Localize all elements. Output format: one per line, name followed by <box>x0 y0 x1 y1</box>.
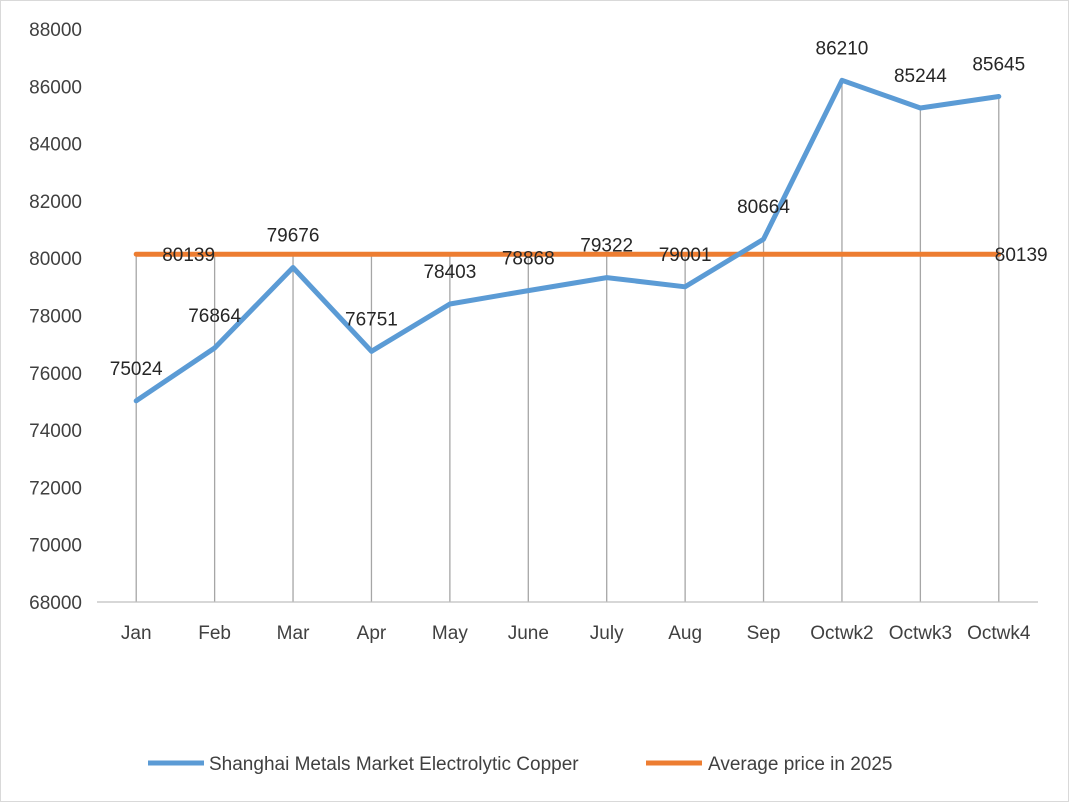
data-label-copper-mar: 79676 <box>267 225 320 246</box>
y-tick-label: 84000 <box>29 135 82 156</box>
x-tick-label-octwk2: Octwk2 <box>810 623 873 644</box>
legend-item-copper[interactable]: Shanghai Metals Market Electrolytic Copp… <box>148 754 579 775</box>
y-tick-label: 72000 <box>29 478 82 499</box>
y-tick-label: 82000 <box>29 192 82 213</box>
data-label-copper-june: 78868 <box>502 249 555 270</box>
x-tick-label-octwk3: Octwk3 <box>889 623 952 644</box>
x-tick-label-july: July <box>590 623 624 644</box>
data-label-average-end: 80139 <box>995 245 1048 266</box>
y-axis-tick-labels: 68000 70000 72000 74000 76000 78000 80000 82000… <box>29 20 82 614</box>
x-tick-label-aug: Aug <box>668 623 702 644</box>
data-label-copper-may: 78403 <box>423 262 476 283</box>
y-tick-label: 74000 <box>29 421 82 442</box>
x-tick-label-jan: Jan <box>121 623 152 644</box>
y-tick-label: 68000 <box>29 593 82 614</box>
legend-label-copper: Shanghai Metals Market Electrolytic Copp… <box>209 754 579 775</box>
data-label-copper-aug: 79001 <box>659 245 712 266</box>
data-label-copper-sep: 80664 <box>737 197 790 218</box>
data-label-copper-octwk3: 85244 <box>894 66 947 87</box>
y-tick-label: 70000 <box>29 536 82 557</box>
data-label-copper-jan: 75024 <box>110 359 163 380</box>
y-tick-label: 76000 <box>29 364 82 385</box>
data-label-copper-july: 79322 <box>580 236 633 257</box>
series-lines <box>133 77 1002 404</box>
y-tick-label: 78000 <box>29 307 82 328</box>
x-tick-label-mar: Mar <box>277 623 310 644</box>
x-tick-label-octwk4: Octwk4 <box>967 623 1031 644</box>
y-tick-label: 80000 <box>29 249 82 270</box>
data-label-copper-apr: 76751 <box>345 309 398 330</box>
y-tick-label: 86000 <box>29 77 82 98</box>
x-tick-label-apr: Apr <box>357 623 387 644</box>
copper-price-line <box>133 77 1002 404</box>
vertical-gridlines <box>135 80 1000 602</box>
x-tick-label-feb: Feb <box>198 623 231 644</box>
data-label-copper-octwk4: 85645 <box>972 54 1025 75</box>
x-axis-tick-labels: Jan Feb Mar Apr May June July Aug Sep Octwk2 Octwk… <box>121 623 1031 644</box>
y-tick-label: 88000 <box>29 20 82 41</box>
legend: Shanghai Metals Market Electrolytic Copp… <box>148 754 893 775</box>
data-label-copper-octwk2: 86210 <box>816 38 869 59</box>
data-labels: 75024 76864 79676 76751 78403 78868 79322 79001… <box>110 38 1048 379</box>
x-tick-label-june: June <box>508 623 549 644</box>
legend-label-average: Average price in 2025 <box>708 754 893 775</box>
x-tick-label-sep: Sep <box>747 623 781 644</box>
x-tick-label-may: May <box>432 623 468 644</box>
legend-item-average[interactable]: Average price in 2025 <box>646 754 893 775</box>
data-label-copper-feb: 76864 <box>188 306 241 327</box>
data-label-average-start: 80139 <box>162 245 215 266</box>
